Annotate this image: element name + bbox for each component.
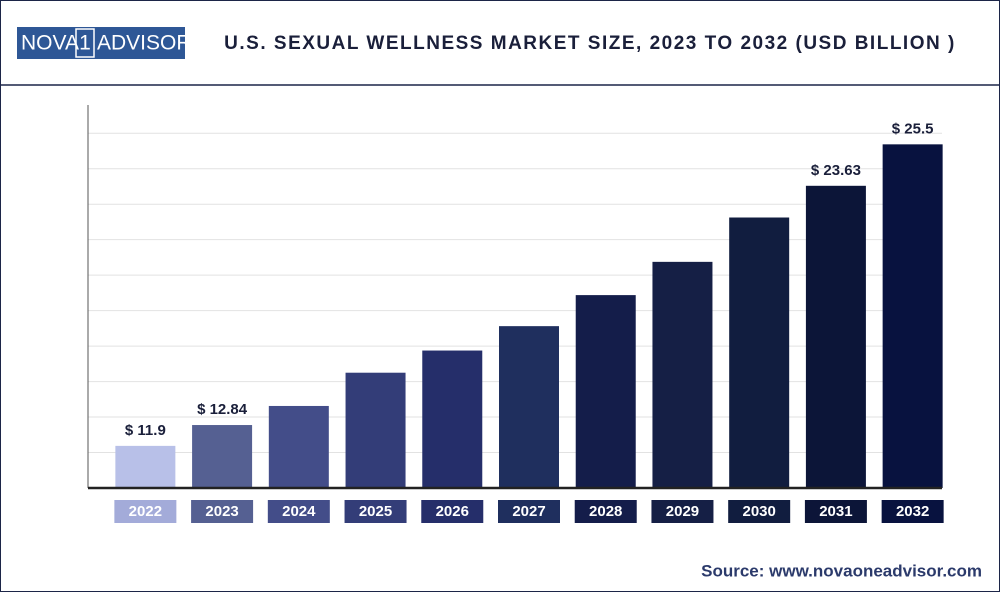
x-tick-label: 2025 bbox=[359, 503, 392, 520]
x-tick-box bbox=[651, 500, 714, 523]
bar bbox=[652, 261, 713, 488]
x-tick-box bbox=[344, 500, 407, 523]
x-tick-label: 2028 bbox=[589, 503, 622, 520]
x-tick-box bbox=[574, 500, 637, 523]
logo-box bbox=[17, 27, 185, 59]
x-tick-box bbox=[881, 500, 944, 523]
logo-left: NOVA bbox=[21, 32, 79, 55]
bar bbox=[192, 425, 253, 488]
data-label: $ 23.63 bbox=[811, 162, 861, 179]
x-tick-label: 2022 bbox=[129, 503, 162, 520]
x-tick-label: 2024 bbox=[282, 503, 316, 520]
x-tick-box bbox=[421, 500, 484, 523]
bar bbox=[345, 372, 406, 488]
x-tick-box bbox=[114, 500, 177, 523]
bar bbox=[729, 217, 790, 488]
bar bbox=[805, 185, 866, 489]
x-tick-label: 2027 bbox=[512, 503, 545, 520]
x-tick-label: 2029 bbox=[666, 503, 699, 520]
x-tick-box bbox=[728, 500, 791, 523]
x-tick-box bbox=[267, 500, 330, 523]
logo-mid: 1 bbox=[79, 32, 91, 55]
bar bbox=[115, 445, 176, 488]
x-tick-label: 2030 bbox=[742, 503, 775, 520]
x-tick-label: 2031 bbox=[819, 503, 852, 520]
x-tick-box bbox=[498, 500, 560, 523]
x-tick-box bbox=[804, 500, 867, 523]
x-tick-label: 2023 bbox=[205, 503, 238, 520]
data-label: $ 12.84 bbox=[197, 401, 248, 418]
bar bbox=[882, 144, 943, 489]
source: Source: www.novaoneadvisor.com bbox=[701, 561, 982, 580]
chart-title: U.S. SEXUAL WELLNESS MARKET SIZE, 2023 T… bbox=[224, 33, 956, 54]
bar bbox=[575, 295, 636, 488]
logo: NOVA 1 ADVISOR bbox=[17, 27, 192, 59]
x-tick-label: 2032 bbox=[896, 503, 929, 520]
x-tick-box bbox=[191, 500, 254, 523]
logo-right: ADVISOR bbox=[97, 32, 192, 55]
data-label: $ 25.5 bbox=[892, 120, 934, 137]
bar bbox=[268, 405, 329, 488]
logo-mark bbox=[75, 28, 95, 58]
data-label: $ 11.9 bbox=[125, 422, 166, 439]
bar bbox=[422, 350, 483, 488]
bar bbox=[499, 326, 559, 488]
x-tick-label: 2026 bbox=[436, 503, 469, 520]
